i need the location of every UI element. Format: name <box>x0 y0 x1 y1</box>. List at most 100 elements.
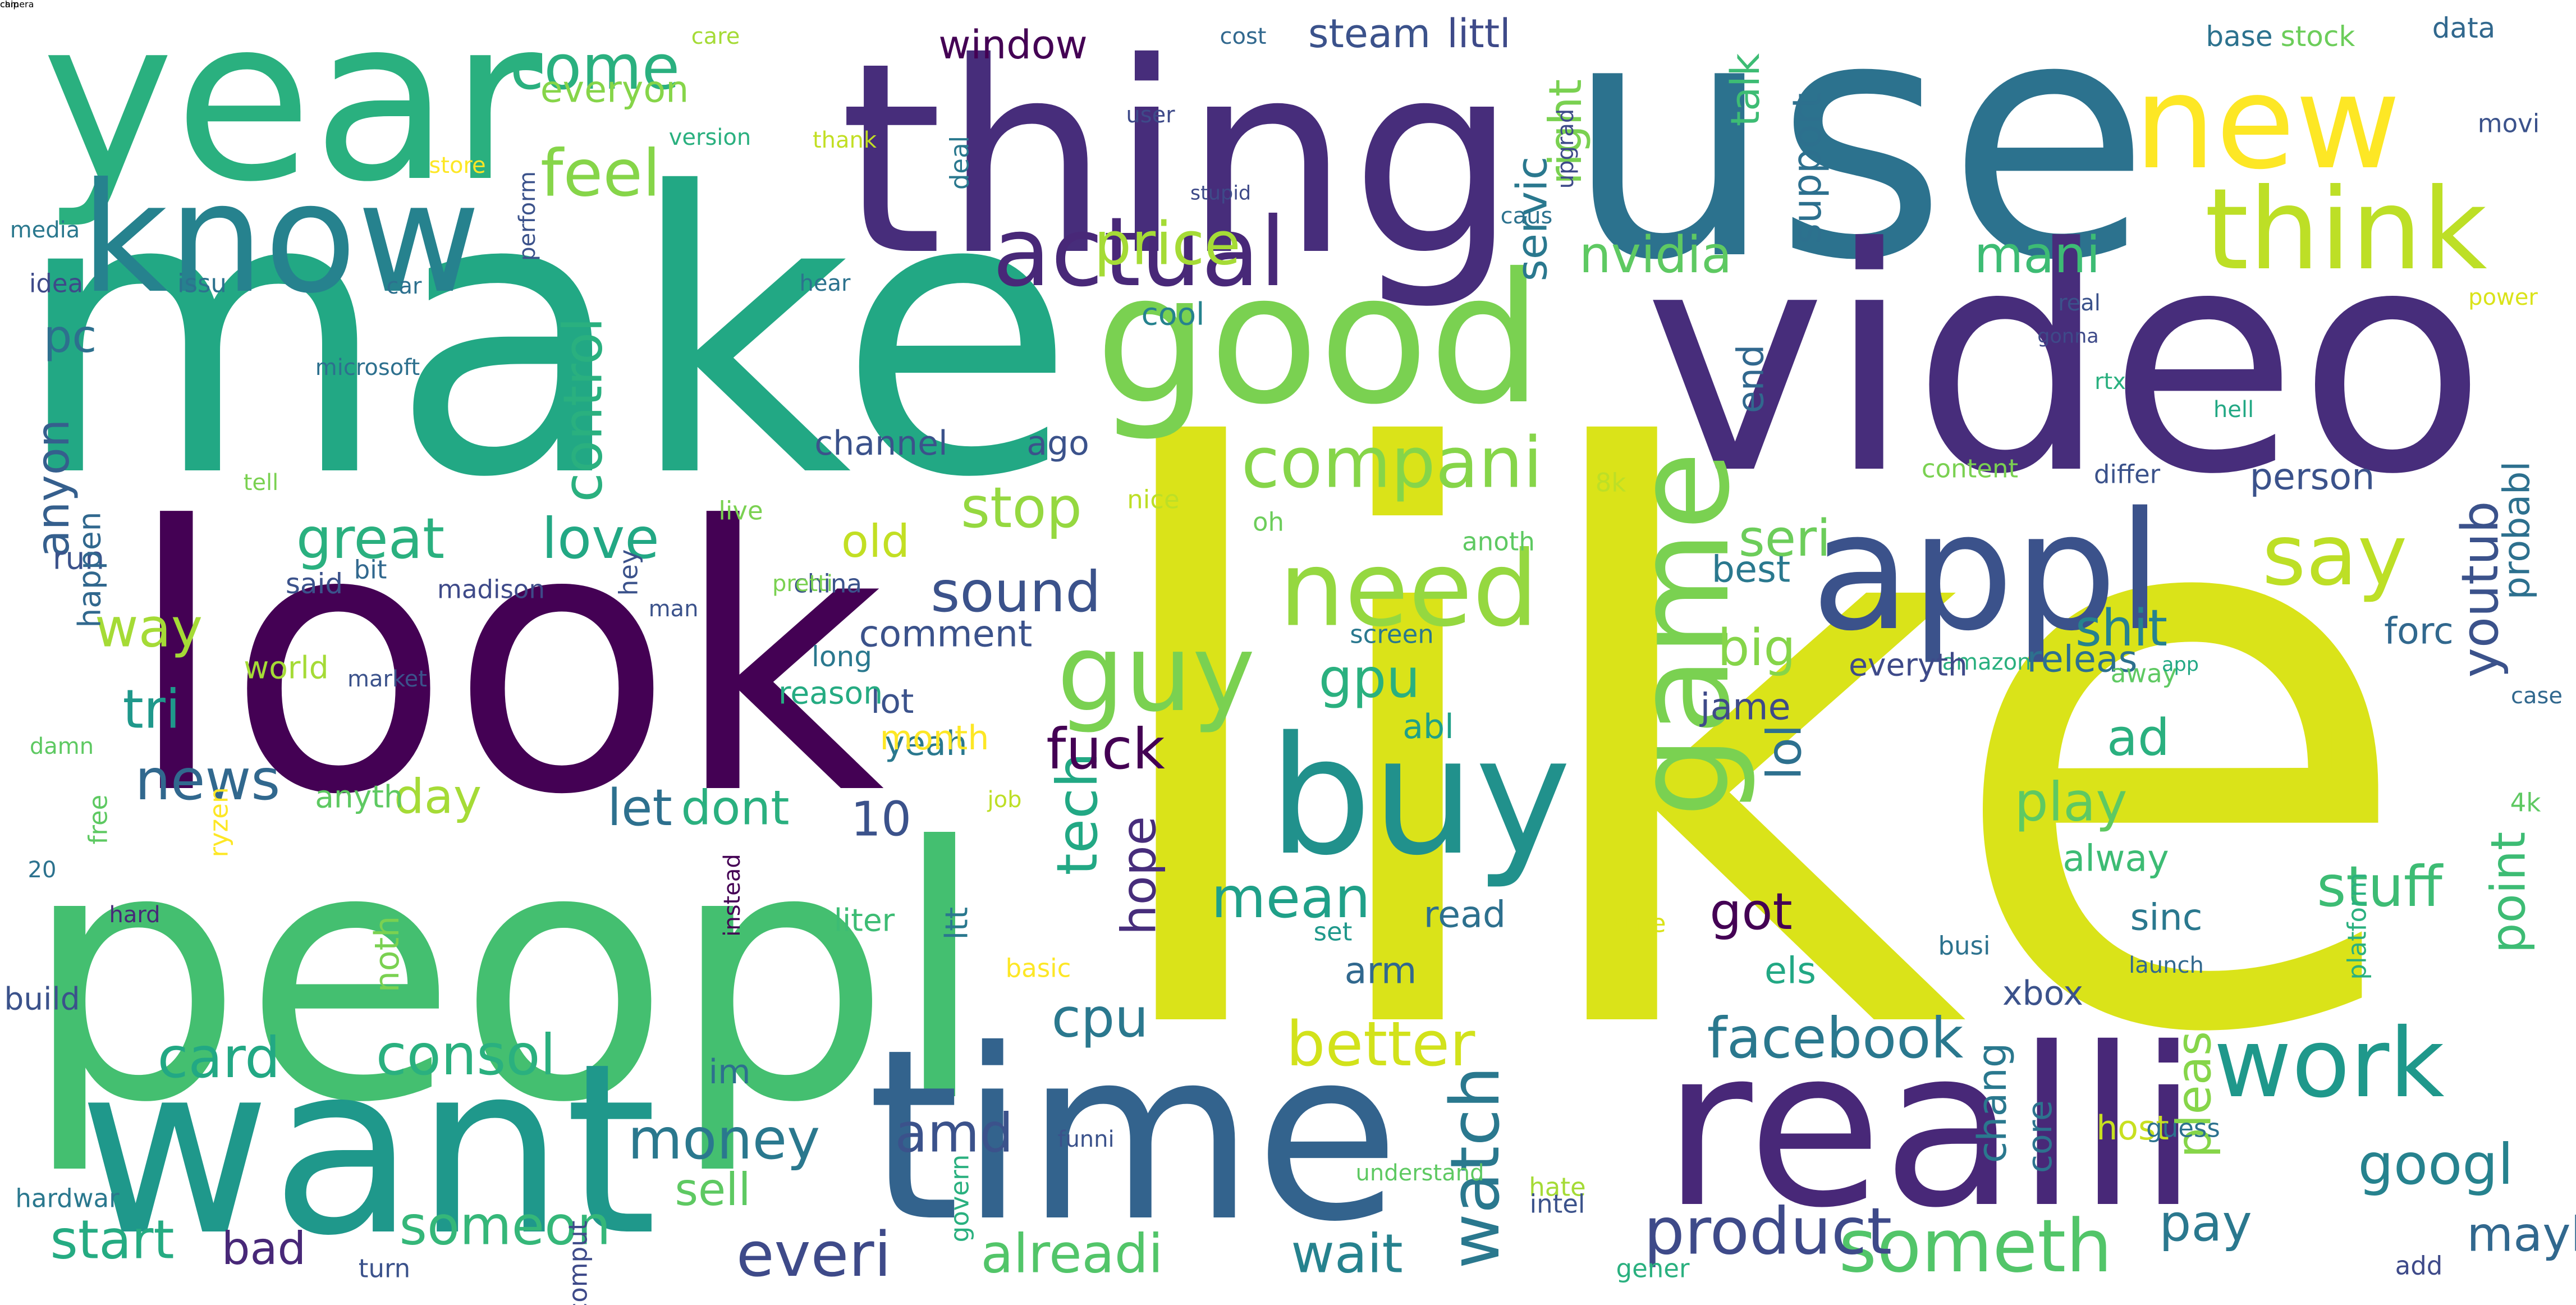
word-anyth: anyth <box>315 779 404 815</box>
word-idea: idea <box>29 268 84 299</box>
word-realli: realli <box>1662 1001 2199 1256</box>
word-cool: cool <box>1141 296 1205 332</box>
word-movi: movi <box>2477 108 2540 139</box>
word-user: user <box>1126 102 1175 128</box>
word-man: man <box>648 596 699 622</box>
word-love: love <box>542 506 659 571</box>
word-everyth: everyth <box>1849 647 1968 683</box>
word-world: world <box>244 649 329 686</box>
word-rtx: rtx <box>2094 369 2126 395</box>
word-lol: lol <box>1757 724 1813 780</box>
word-yeah: yeah <box>884 724 968 763</box>
word-point: point <box>2481 831 2537 954</box>
word-media: media <box>10 217 80 243</box>
word-comput: comput <box>563 1220 593 1305</box>
word-nvidia: nvidia <box>1579 226 1732 285</box>
word-gonna: gonna <box>2037 325 2099 348</box>
word-tell: tell <box>243 470 279 496</box>
word-look: look <box>125 450 885 874</box>
word-happen: happen <box>71 511 108 628</box>
word-real: real <box>2058 290 2101 316</box>
word-forc: forc <box>2384 610 2454 653</box>
word-year: year <box>41 0 543 231</box>
word-feel: feel <box>540 136 661 212</box>
word-microsoft: microsoft <box>315 355 420 381</box>
word-thank: thank <box>812 127 877 153</box>
word-ll: ll <box>2327 724 2354 780</box>
word-hear: hear <box>799 271 851 296</box>
word-sound: sound <box>931 559 1101 625</box>
word-run: run <box>52 540 105 576</box>
word-hell: hell <box>2213 397 2254 423</box>
word-person: person <box>2249 456 2375 498</box>
word-live: live <box>718 496 763 526</box>
word-appl: appl <box>1810 478 2163 667</box>
word-sure: sure <box>1611 908 1666 938</box>
word-launch: launch <box>2129 953 2204 978</box>
word-china: china <box>794 569 862 599</box>
word-busi: busi <box>1938 931 1991 961</box>
word-pc: pc <box>43 310 97 363</box>
word-madison: madison <box>437 574 545 605</box>
word-window: window <box>938 22 1088 68</box>
word-oh: oh <box>1252 507 1285 537</box>
word-free: free <box>83 794 113 845</box>
word-app: app <box>2162 653 2199 676</box>
word-shit: shit <box>2075 599 2168 658</box>
word-time: time <box>867 999 1400 1274</box>
word-30: 30 <box>959 349 988 375</box>
word-20: 20 <box>27 857 57 883</box>
word-chang: chang <box>1969 1042 2015 1164</box>
word-seri: seri <box>1738 509 1831 568</box>
word-fuck: fuck <box>1046 716 1165 782</box>
word-gener: gener <box>1616 1253 1690 1284</box>
word-know: know <box>80 150 481 327</box>
word-someth: someth <box>1839 1203 2112 1289</box>
word-play: play <box>2014 771 2128 834</box>
word-control: control <box>552 317 615 502</box>
word-content: content <box>1921 454 2019 484</box>
word-like: like <box>1082 295 2420 1203</box>
word-anoth: anoth <box>1462 526 1535 557</box>
word-need: need <box>1278 528 1539 650</box>
word-read: read <box>1423 894 1506 936</box>
word-comment: comment <box>859 613 1033 656</box>
word-guess: guess <box>2146 1113 2220 1143</box>
word-talk: talk <box>1722 53 1768 127</box>
word-gpu: gpu <box>1318 648 1420 710</box>
word-got: got <box>1709 882 1793 941</box>
word-ad: ad <box>2106 708 2170 767</box>
word-store: store <box>429 153 486 178</box>
word-pretti: pretti <box>772 571 833 597</box>
word-someon: someon <box>399 1195 611 1257</box>
word-host: host <box>2096 1109 2169 1148</box>
word-power: power <box>2468 285 2538 310</box>
word-money: money <box>627 1106 821 1172</box>
word-im: im <box>708 1052 751 1092</box>
word-turn: turn <box>358 1253 411 1284</box>
word-upgrad: upgrad <box>1553 108 1579 189</box>
word-camera: camera <box>0 0 34 10</box>
word-care: care <box>691 24 740 49</box>
word-damn: damn <box>29 734 94 759</box>
word-liter: liter <box>833 902 895 938</box>
word-hope: hope <box>1111 816 1167 936</box>
word-add: add <box>2395 1251 2443 1281</box>
word-intel: intel <box>1529 1189 1585 1219</box>
word-10: 10 <box>850 791 912 848</box>
word-jame: jame <box>1700 686 1791 729</box>
word-peopl: peopl <box>22 774 988 1179</box>
word-consol: consol <box>375 1022 556 1088</box>
word-day: day <box>393 769 482 825</box>
word-instead: instead <box>719 854 745 937</box>
word-amd: amd <box>895 1102 1014 1165</box>
word-probabl: probabl <box>2496 461 2538 600</box>
word-say: say <box>2262 507 2408 605</box>
word-hate: hate <box>1529 1172 1586 1202</box>
word-start: start <box>50 1209 175 1271</box>
word-alway: alway <box>2062 837 2169 880</box>
word-dont: dont <box>681 780 790 836</box>
word-issu: issu <box>177 268 227 299</box>
word-guy: guy <box>1057 611 1255 735</box>
